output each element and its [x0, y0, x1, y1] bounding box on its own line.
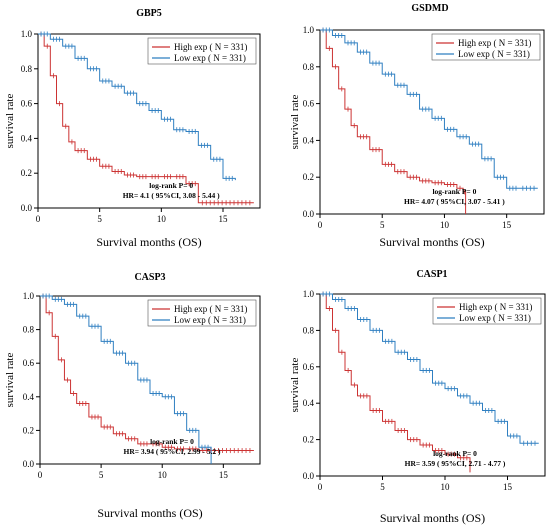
logrank-annotation: log-rank P= 0 — [150, 437, 194, 446]
y-tick-label: 0.8 — [303, 62, 315, 72]
hr-annotation: HR= 4.07 ( 95%CI, 3.07 - 5.41 ) — [404, 197, 505, 206]
series-line-low — [40, 295, 212, 464]
x-tick-label: 0 — [36, 214, 41, 224]
y-tick-label: 0.8 — [303, 325, 315, 335]
x-tick-label: 0 — [318, 482, 323, 492]
y-tick-label: 1.0 — [303, 289, 315, 299]
series-line-high — [320, 29, 467, 214]
x-tick-label: 10 — [157, 214, 167, 224]
km-panel-gsdmd: GSDMD 0.0 0.2 0.4 0.6 0.8 1.0 0 5 10 15 Survival mo… — [289, 3, 545, 249]
x-tick-label: 5 — [99, 470, 104, 480]
legend-label: Low exp ( N = 331) — [174, 315, 246, 325]
x-axis-label: Survival months (OS) — [379, 235, 484, 249]
y-tick-label: 0.2 — [21, 168, 32, 178]
series-line-high — [38, 33, 254, 204]
plot-frame — [37, 33, 261, 209]
legend-label: High exp ( N = 331) — [458, 38, 531, 48]
y-tick-label: 0.0 — [21, 203, 33, 213]
km-panel-casp1: CASP1 0.0 0.2 0.4 0.6 0.8 1.0 0 5 10 15 Survival mo… — [289, 269, 546, 525]
x-axis-label: Survival months (OS) — [380, 511, 485, 525]
y-tick-label: 0.6 — [303, 99, 315, 109]
x-axis-label: Survival months (OS) — [96, 235, 201, 249]
x-tick-label: 15 — [502, 220, 512, 230]
hr-annotation: HR= 3.94 ( 95%CI, 2.99 - 5.2 ) — [124, 447, 221, 456]
legend-label: Low exp ( N = 331) — [459, 313, 531, 323]
plot-title: GBP5 — [136, 8, 162, 19]
series-line-low — [38, 33, 236, 181]
plot-title: CASP3 — [134, 272, 165, 283]
y-tick-label: 0.0 — [303, 471, 315, 481]
x-tick-label: 0 — [318, 220, 323, 230]
y-tick-label: 0.0 — [303, 209, 315, 219]
plot-title: GSDMD — [411, 3, 448, 14]
x-tick-label: 5 — [97, 214, 102, 224]
y-tick-label: 0.2 — [303, 435, 314, 445]
hr-annotation: HR= 3.59 ( 95%CI, 2.71 - 4.77 ) — [405, 459, 506, 468]
plot-frame — [319, 29, 545, 215]
legend-box — [147, 299, 257, 327]
legend-label: Low exp ( N = 331) — [458, 49, 530, 59]
y-tick-label: 0.2 — [303, 172, 314, 182]
logrank-annotation: log-rank P= 0 — [432, 187, 476, 196]
y-axis-label: survival rate — [4, 353, 16, 408]
y-tick-label: 0.6 — [303, 362, 315, 372]
y-axis-label: survival rate — [4, 94, 16, 149]
legend-label: High exp ( N = 331) — [174, 304, 247, 314]
km-panel-gbp5: GBP5 0.0 0.2 0.4 0.6 0.8 1.0 0 5 10 15 Survival mon… — [4, 8, 261, 249]
x-tick-label: 15 — [219, 470, 229, 480]
legend-box — [431, 33, 541, 61]
x-tick-label: 5 — [380, 482, 385, 492]
x-tick-label: 10 — [440, 220, 450, 230]
y-tick-label: 0.6 — [21, 99, 33, 109]
series-line-high — [320, 293, 471, 473]
y-tick-label: 0.2 — [23, 425, 34, 435]
logrank-annotation: log-rank P= 0 — [149, 181, 193, 190]
y-tick-label: 1.0 — [303, 25, 315, 35]
x-tick-label: 15 — [503, 482, 513, 492]
plot-frame — [39, 295, 261, 465]
x-axis-label: Survival months (OS) — [97, 506, 202, 520]
km-panel-casp3: CASP3 0.0 0.2 0.4 0.6 0.8 1.0 0 5 10 15 Survival mo… — [4, 272, 261, 520]
plot-frame — [319, 293, 546, 477]
x-tick-label: 15 — [219, 214, 229, 224]
x-tick-label: 10 — [441, 482, 451, 492]
y-tick-label: 0.6 — [23, 358, 35, 368]
plot-title: CASP1 — [416, 269, 447, 280]
x-tick-label: 10 — [158, 470, 168, 480]
legend-box — [147, 37, 257, 65]
y-tick-label: 0.8 — [23, 325, 35, 335]
legend-label: High exp ( N = 331) — [174, 42, 247, 52]
y-axis-label: survival rate — [289, 358, 301, 413]
series-line-low — [320, 29, 538, 189]
y-axis-label: survival rate — [289, 95, 301, 150]
y-tick-label: 1.0 — [23, 291, 35, 301]
x-tick-label: 5 — [380, 220, 385, 230]
y-tick-label: 0.4 — [303, 398, 315, 408]
y-tick-label: 0.4 — [21, 133, 33, 143]
legend-label: Low exp ( N = 331) — [174, 53, 246, 63]
logrank-annotation: log-rank P= 0 — [433, 449, 477, 458]
y-tick-label: 0.8 — [21, 64, 33, 74]
hr-annotation: HR= 4.1 ( 95%CI, 3.08 - 5.44 ) — [123, 191, 220, 200]
y-tick-label: 1.0 — [21, 29, 33, 39]
y-tick-label: 0.4 — [303, 135, 315, 145]
legend-box — [432, 297, 542, 325]
x-tick-label: 0 — [38, 470, 43, 480]
y-tick-label: 0.4 — [23, 392, 35, 402]
legend-label: High exp ( N = 331) — [459, 302, 532, 312]
y-tick-label: 0.0 — [23, 459, 35, 469]
series-line-high — [40, 295, 254, 452]
